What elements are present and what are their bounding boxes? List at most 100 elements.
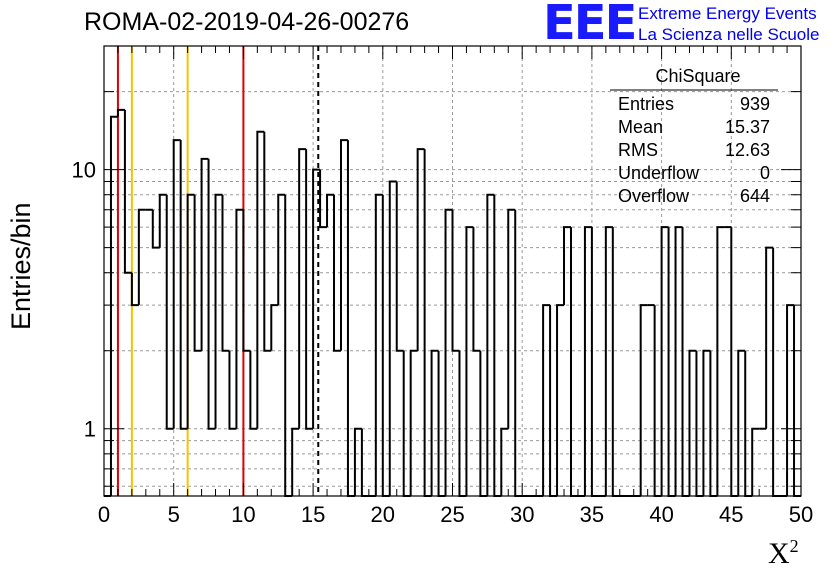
histogram-bin [242,209,251,352]
eee-logo: EEE Extreme Energy Events La Scienza nel… [543,0,833,51]
histogram-bin [228,350,237,430]
histogram-bin [312,168,321,429]
histogram-bin [507,208,516,429]
ticks-layer: 0 5 10 15 20 25 30 35 40 45 50 1 10 [72,45,813,527]
histogram-bin [514,209,523,497]
histogram-bin [737,349,746,496]
x-tick-label: 10 [231,502,255,527]
eee-logo-mark: EEE [543,0,637,51]
histogram-bin [123,109,132,274]
histogram-bin [319,169,328,229]
histogram-bin [151,209,160,249]
histogram-bin [200,157,209,351]
histogram-bin [472,227,481,352]
x-tick-label: 35 [580,502,604,527]
histogram-bin [381,194,390,497]
stats-row-label: Entries [618,94,674,114]
x-tick-label: 50 [789,502,813,527]
histogram-bin [660,226,669,496]
histogram-bin [486,193,495,496]
stats-row-value: 939 [740,94,770,114]
histogram-bin [109,115,118,496]
histogram-bin [409,349,418,496]
histogram-bin [193,194,202,352]
histogram-bin [674,226,683,496]
histogram-bin [130,272,139,307]
histogram-bin [437,350,446,497]
stats-row-label: Underflow [618,163,700,183]
histogram-bin [374,193,383,496]
histogram-bin [451,209,460,352]
histogram-bin [165,194,174,430]
y-tick-label: 1 [84,417,96,442]
histogram-bin [137,208,146,306]
histogram-bin [221,194,230,352]
histogram-bin [549,305,558,497]
histogram-bin [583,226,592,496]
histogram-bin [277,193,286,306]
histogram-bin [430,349,439,496]
histogram-bin [590,227,599,497]
histogram-bin [298,148,307,429]
histogram-bin [563,226,571,306]
histogram-bin [716,226,725,496]
histogram-bin [339,139,348,351]
histogram-bin [346,140,355,497]
histogram-bin [172,139,181,429]
histogram-bin [730,227,739,497]
histogram-bin [416,148,425,351]
histogram-bin [263,131,272,352]
x-tick-label: 40 [649,502,673,527]
histogram-bin [653,305,662,497]
histogram-bin [688,349,697,496]
histogram-bin [305,149,314,430]
histogram-bin [786,304,795,496]
histogram-bin [793,305,801,497]
histogram-bin [256,130,265,429]
chart-title: ROMA-02-2019-04-26-00276 [84,8,410,36]
stats-title: ChiSquare [655,66,740,86]
x-axis-label-text: X [768,537,790,570]
stats-box: ChiSquare Entries 939 Mean 15.37 RMS 12.63 Unde… [610,66,778,206]
histogram-bin [235,208,244,429]
histogram-bin [116,108,125,117]
histogram-bin [702,349,711,496]
x-tick-label: 20 [371,502,395,527]
histogram-bin [458,350,467,497]
histogram-bin [500,427,509,496]
histogram-bin [395,181,404,352]
histogram-bin [249,350,258,430]
x-tick-label: 30 [510,502,534,527]
histogram-bin [569,227,578,497]
histogram-bin [751,427,760,496]
histogram-bin [333,194,341,352]
histogram-bin [402,350,411,497]
histogram-bin [444,208,453,496]
x-tick-label: 25 [440,502,464,527]
histogram-bin [291,427,300,496]
histogram-bin [709,350,718,497]
x-tick-label: 0 [98,502,110,527]
histogram-bin [493,194,502,497]
stats-row-value: 0 [760,163,770,183]
stats-row-value: 644 [740,186,770,206]
histogram-bin [772,247,781,497]
histogram-bin [207,158,216,430]
histogram-bin [744,350,753,497]
x-axis-label-superscript: 2 [789,536,799,556]
histogram-bin [158,193,167,248]
histogram-bin [423,149,432,497]
histogram-bin [270,304,279,351]
histogram-bin [542,304,551,496]
histogram-bin [284,194,293,497]
histogram-bin [681,227,690,497]
histogram-bin [556,304,565,496]
histogram-bin [667,227,676,497]
histogram-bin [388,180,397,496]
histogram-bin [604,226,613,496]
histogram-bin [179,140,188,430]
histogram-bin [326,193,335,228]
x-tick-label: 15 [301,502,325,527]
x-tick-label: 45 [719,502,743,527]
